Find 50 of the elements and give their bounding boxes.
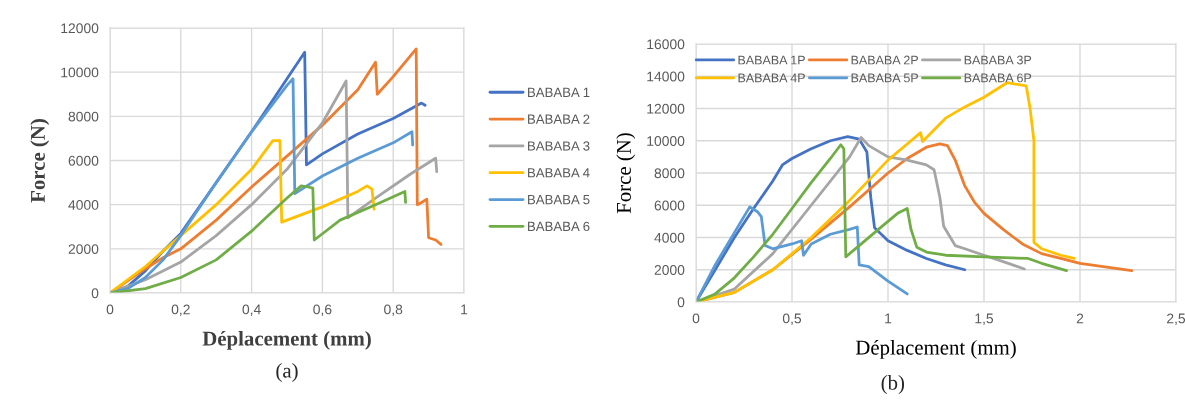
- x-tick-label: 1: [885, 313, 892, 324]
- x-tick-label: 0,5: [782, 313, 802, 325]
- x-tick-label: 2,5: [1167, 313, 1185, 325]
- x-tick-label: 1,5: [975, 313, 994, 325]
- y-tick-label: 14000: [647, 71, 685, 82]
- y-tick-label: 2000: [654, 265, 685, 275]
- legend-label: BABABA 2: [528, 114, 590, 124]
- y-tick-label: 12000: [61, 23, 99, 34]
- y-tick-label: 2000: [68, 244, 99, 254]
- legend-label: BABABA 4: [528, 168, 590, 178]
- y-tick-label: 12000: [647, 103, 685, 114]
- legend-label: BABABA 5P: [851, 73, 919, 83]
- y-tick-label: 10000: [647, 136, 685, 146]
- x-tick-label: 0,4: [242, 304, 261, 316]
- line-series: [696, 205, 909, 302]
- y-tick-label: 6000: [654, 200, 685, 211]
- legend-label: BABABA 1P: [738, 55, 805, 65]
- y-tick-label: 6000: [68, 155, 99, 166]
- y-tick-label: 8000: [68, 111, 99, 122]
- y-tick-label: 16000: [647, 39, 685, 50]
- y-tick-label: 4000: [654, 232, 685, 243]
- x-tick-label: 2: [1076, 313, 1084, 324]
- y-tick-label: 10000: [61, 67, 99, 78]
- x-tick-label: 1: [461, 304, 468, 315]
- x-tick-label: 0,8: [384, 304, 403, 316]
- legend-label: BABABA 5: [528, 195, 590, 205]
- y-tick-label: 0: [677, 297, 685, 308]
- legend-label: BABABA 1: [528, 87, 590, 97]
- line-series: [110, 184, 407, 293]
- legend-label: BABABA 4P: [738, 73, 805, 83]
- x-tick-label: 0,6: [313, 304, 332, 316]
- y-tick-label: 4000: [68, 200, 99, 210]
- legend-label: BABABA 3: [528, 141, 590, 151]
- x-tick-label: 0: [692, 313, 700, 324]
- y-tick-label: 0: [91, 288, 99, 299]
- line-series: [110, 139, 376, 293]
- legend-label: BABABA 6: [528, 221, 590, 232]
- legend-label: BABABA 3P: [964, 55, 1032, 65]
- text: (a): [276, 363, 298, 382]
- legend-label: BABABA 2P: [851, 55, 919, 65]
- x-axis-title: Déplacement (mm): [202, 330, 371, 350]
- line-series: [696, 135, 967, 302]
- y-axis-title: Force (N): [30, 119, 50, 203]
- x-tick-label: 0: [106, 304, 114, 315]
- x-axis-title: Déplacement (mm): [855, 339, 1016, 359]
- legend-label: BABABA 6P: [964, 73, 1032, 83]
- y-axis-title: Force (N): [616, 133, 636, 214]
- text: (b): [881, 375, 905, 395]
- y-tick-label: 8000: [654, 168, 685, 179]
- x-tick-label: 0,2: [171, 304, 190, 316]
